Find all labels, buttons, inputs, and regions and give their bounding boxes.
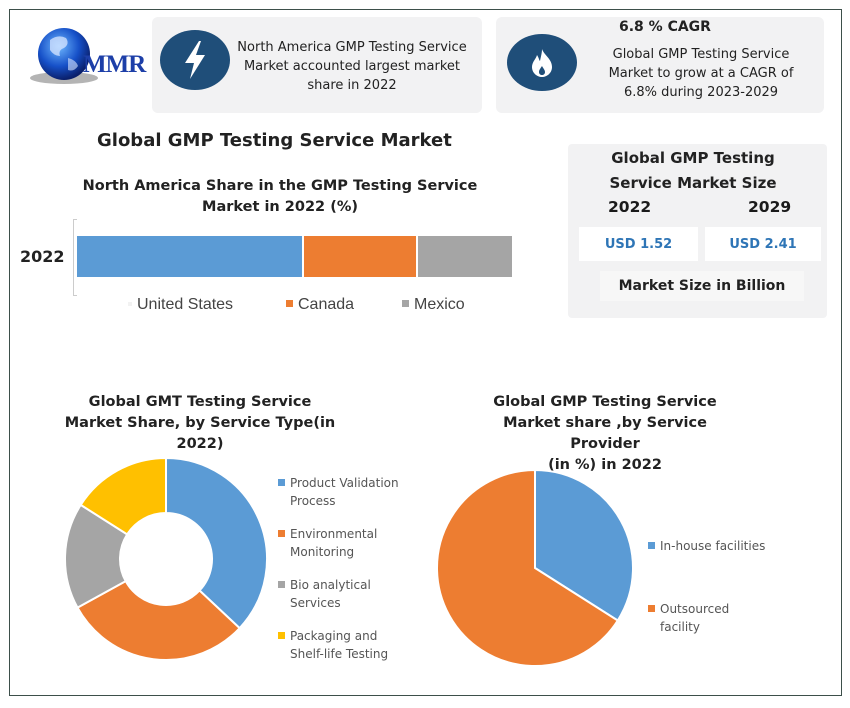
stacked-bar — [77, 236, 514, 277]
bar-segment-mexico — [417, 236, 512, 277]
pie-chart-title: Global GMP Testing Service Market share … — [493, 394, 717, 473]
lightning-icon — [160, 30, 230, 90]
legend-item-canada: Canada — [286, 296, 354, 314]
pie-legend: In-house facilities Outsourced facility — [648, 537, 798, 647]
value-2022: USD 1.52 — [579, 227, 698, 261]
donut-chart — [64, 456, 268, 661]
flame-icon — [507, 34, 577, 91]
legend-swatch — [278, 632, 285, 639]
legend-swatch — [128, 301, 132, 306]
legend-swatch — [278, 530, 285, 537]
market-size-panel: Global GMP Testing Service Market Size 2… — [568, 144, 827, 318]
slice-environmental-monitoring — [76, 579, 242, 661]
legend-label: Shelf-life Testing — [290, 647, 389, 661]
bar-chart-title: North America Share in the GMP Testing S… — [82, 178, 478, 215]
value-2029: USD 2.41 — [705, 227, 821, 261]
legend-swatch — [402, 300, 409, 308]
year-2022-label: 2022 — [608, 198, 652, 216]
bar-segment-canada — [304, 236, 416, 277]
legend-label: Product Validation — [278, 474, 399, 492]
mmr-logo: MMR — [28, 20, 156, 100]
donut-chart-title: Global GMT Testing Service Market Share,… — [64, 394, 336, 452]
legend-item-product-validation-process: Product Validation Process — [278, 474, 399, 510]
legend-label: Monitoring — [290, 545, 355, 559]
globe-icon — [30, 28, 98, 84]
legend-label: Outsourced — [648, 600, 729, 618]
bar-axis-line — [73, 219, 77, 296]
legend-item-bio-analytical-services: Bio analytical Services — [278, 576, 371, 612]
legend-label: In-house facilities — [648, 537, 765, 555]
slice-packaging-and-shelf-life-testing — [79, 456, 167, 536]
slice-outsourced-facility — [436, 468, 620, 667]
legend-swatch — [648, 542, 655, 549]
bar-legend: United States Canada Mexico — [128, 296, 508, 316]
bar-segment-united-states — [77, 236, 303, 277]
north-america-highlight-text: North America GMP Testing Service Market… — [237, 40, 467, 93]
infographic-frame — [9, 9, 842, 696]
legend-swatch — [278, 479, 285, 486]
legend-label: Process — [290, 494, 336, 508]
legend-item-united-states: United States — [128, 296, 233, 314]
page-title: Global GMP Testing Service Market — [97, 130, 452, 151]
legend-swatch — [278, 581, 285, 588]
legend-label: Services — [290, 596, 341, 610]
highlight-card-cagr: 6.8 % CAGR Global GMP Testing Service Ma… — [496, 17, 824, 113]
cagr-headline: 6.8 % CAGR — [619, 19, 711, 35]
legend-item-in-house-facilities: In-house facilities — [648, 537, 765, 555]
donut-legend: Product Validation Process Environmental Mo… — [278, 474, 418, 674]
legend-swatch — [648, 605, 655, 612]
cagr-description: Global GMP Testing Service Market to gro… — [608, 47, 794, 100]
market-size-title: Global GMP Testing Service Market Size — [609, 149, 777, 192]
legend-item-mexico: Mexico — [402, 296, 465, 314]
logo-text: MMR — [83, 51, 146, 78]
legend-item-packaging-and-shelf-life-testing: Packaging and Shelf-life Testing — [278, 627, 388, 663]
pie-chart — [436, 468, 634, 667]
year-2029-label: 2029 — [748, 198, 792, 216]
legend-label: Environmental — [278, 525, 377, 543]
unit-label: Market Size in Billion — [600, 271, 804, 301]
legend-label: Packaging and — [278, 627, 388, 645]
highlight-card-north-america: North America GMP Testing Service Market… — [152, 17, 482, 113]
bar-category-label: 2022 — [20, 247, 65, 266]
legend-swatch — [286, 300, 293, 308]
legend-item-outsourced-facility: Outsourced facility — [648, 600, 729, 636]
legend-label: Bio analytical — [278, 576, 371, 594]
legend-item-environmental-monitoring: Environmental Monitoring — [278, 525, 377, 561]
slice-product-validation-process — [165, 456, 268, 630]
legend-label: facility — [660, 620, 700, 634]
